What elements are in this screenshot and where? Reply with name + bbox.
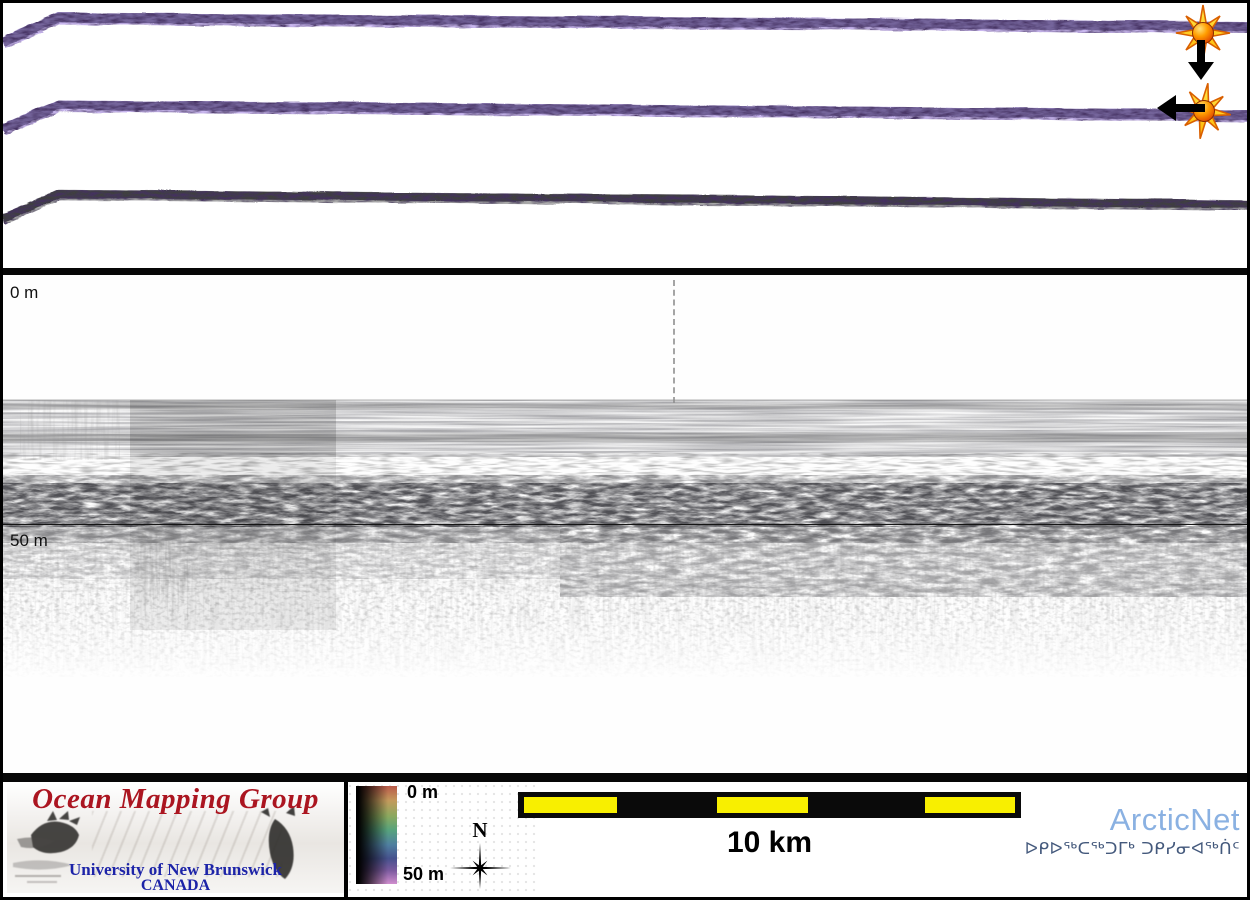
left-arrow-icon: [1157, 95, 1205, 121]
depth-50m-label: 50 m: [10, 531, 48, 550]
omg-logo-divider: [344, 782, 348, 897]
down-arrow-icon: [1188, 40, 1214, 80]
survey-tracks-panel: [0, 0, 1250, 270]
colorbar-bottom-label: 50 m: [403, 864, 445, 884]
compass-rose-icon: [450, 843, 511, 889]
arcticnet-logo: ArcticNet ᐅᑭᐅᖅᑕᖅᑐᒥᒃ ᑐᑭᓯᓂᐊᖅᑏᑦ: [1024, 802, 1240, 860]
water-smudge: [13, 860, 73, 870]
echogram-panel: 0 m 50 m: [0, 275, 1250, 773]
omg-logo: Ocean Mapping Group University of New Br…: [7, 783, 344, 893]
colorbar-top-label: 0 m: [407, 782, 439, 802]
ping-artifact-line: [673, 280, 675, 403]
panel-divider-bottom: [0, 773, 1250, 782]
scale-bar-label: 10 km: [726, 826, 813, 859]
footer-legend: Ocean Mapping Group University of New Br…: [0, 782, 1250, 897]
map-scale-bar: [518, 792, 1021, 818]
scale-bar-segment: [925, 797, 1015, 813]
depth-colorbar: [356, 786, 397, 884]
bird-silhouette-right-icon: [261, 806, 295, 879]
track-line-1: [0, 12, 1249, 48]
depth-50m-line: [0, 524, 1250, 525]
omg-water-streaks: [92, 811, 282, 877]
surface-depth-label: 0 m: [10, 283, 39, 302]
survey-tracks-canvas: [0, 4, 1249, 224]
omg-institution: University of New Brunswick: [69, 860, 282, 879]
omg-title: Ocean Mapping Group: [32, 783, 319, 815]
omg-country: CANADA: [140, 877, 211, 893]
scale-bar-segment: [717, 797, 808, 813]
arcticnet-wordmark: ArcticNet: [1109, 802, 1240, 837]
track-line-2: [0, 99, 1249, 135]
arcticnet-inuktitut-text: ᐅᑭᐅᖅᑕᖅᑐᒥᒃ ᑐᑭᓯᓂᐊᖅᑏᑦ: [1024, 839, 1240, 859]
echogram-noise: [0, 399, 1250, 677]
panel-divider-top: [0, 268, 1250, 275]
scale-bar-segment: [524, 797, 617, 813]
compass-north-label: N: [472, 818, 488, 842]
omg-artwork: [13, 806, 295, 883]
bird-silhouette-left-wing: [17, 837, 55, 849]
track-line-3: [0, 188, 1249, 224]
